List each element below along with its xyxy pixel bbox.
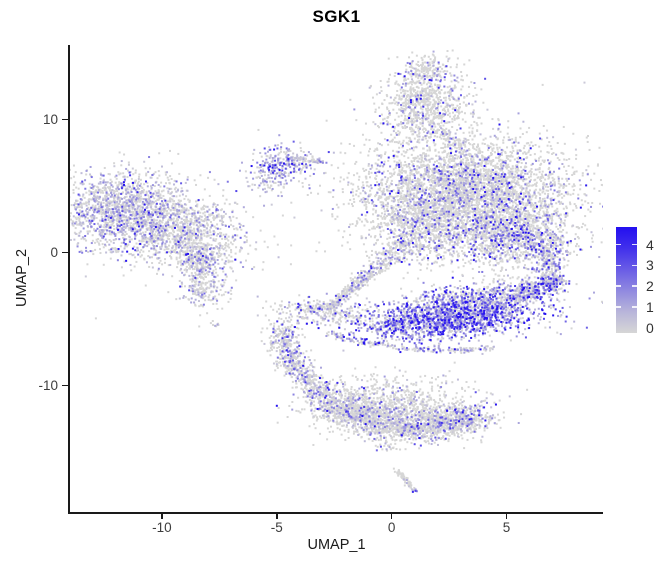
- plot-panel: [70, 45, 603, 512]
- colorbar-tick: [616, 306, 621, 308]
- colorbar-tick: [632, 285, 637, 287]
- y-tick-label: 10: [42, 111, 58, 127]
- x-tick-label: -10: [152, 520, 172, 535]
- y-tick-mark: [62, 384, 68, 387]
- colorbar-tick: [616, 243, 621, 246]
- x-tick-label: -5: [270, 520, 283, 535]
- colorbar-gradient: [616, 227, 637, 333]
- x-tick-label: 0: [387, 520, 396, 535]
- colorbar-tick: [616, 264, 621, 267]
- x-tick-label: 5: [502, 520, 511, 535]
- umap-scatter-canvas: [70, 45, 603, 512]
- colorbar-tick: [632, 264, 637, 267]
- legend-tick-label: 4: [646, 236, 654, 253]
- x-tick-mark: [161, 514, 163, 519]
- colorbar-tick: [632, 243, 637, 246]
- legend-tick-label: 0: [646, 319, 654, 336]
- colorbar-tick: [616, 285, 621, 287]
- colorbar-tick: [632, 306, 637, 308]
- x-tick-mark: [276, 514, 278, 519]
- x-axis-title: UMAP_1: [307, 537, 366, 553]
- colorbar-legend: 0 1 2 3 4: [616, 227, 672, 336]
- axis-line-x: [68, 512, 603, 514]
- legend-tick-label: 1: [646, 299, 654, 316]
- y-tick-mark: [62, 251, 68, 254]
- y-tick-label: 0: [50, 244, 58, 260]
- x-tick-mark: [505, 514, 508, 519]
- axis-line-y: [68, 45, 70, 514]
- x-tick-mark: [390, 514, 393, 519]
- legend-tick-label: 2: [646, 278, 654, 295]
- plot-title: SGK1: [312, 7, 361, 26]
- y-tick-mark: [62, 118, 68, 121]
- y-tick-label: -10: [38, 377, 58, 393]
- legend-tick-label: 3: [646, 257, 654, 274]
